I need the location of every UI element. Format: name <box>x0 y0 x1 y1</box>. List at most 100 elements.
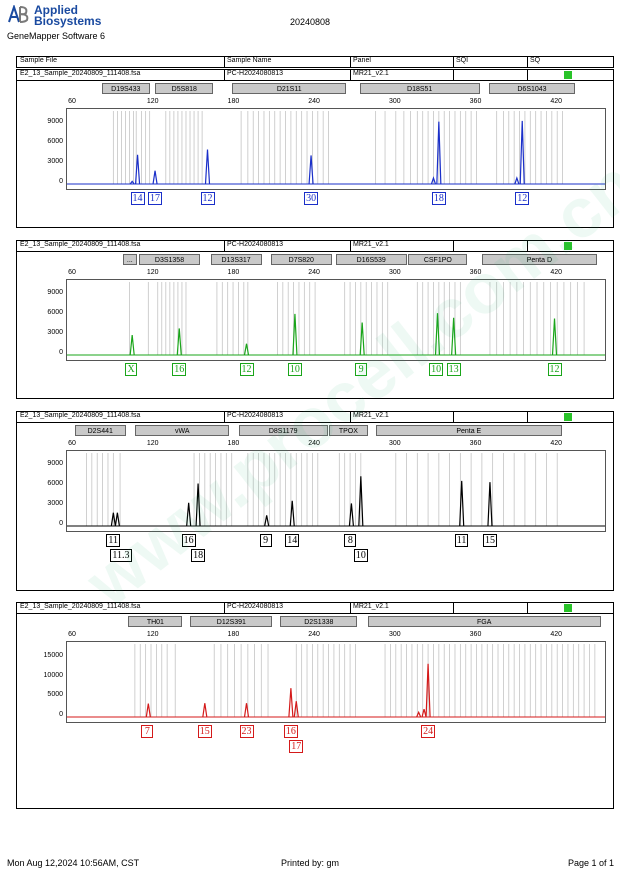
allele-call-label[interactable]: 17 <box>289 740 304 753</box>
sample-name: PC-H2024080813 <box>227 241 284 248</box>
trace-peak[interactable] <box>487 482 493 527</box>
marker-d12s391[interactable]: D12S391 <box>190 616 273 627</box>
allele-call-label[interactable]: 11 <box>106 534 120 547</box>
trace-peak[interactable] <box>134 154 141 185</box>
y-axis-tick: 3000 <box>47 500 63 508</box>
marker-d7s820[interactable]: D7S820 <box>271 254 332 265</box>
size-scale-label: 60 <box>68 269 76 276</box>
trace-peak[interactable] <box>195 483 201 527</box>
trace-peak[interactable] <box>430 176 437 185</box>
marker-d3s1358[interactable]: D3S1358 <box>139 254 200 265</box>
allele-call-label[interactable]: 11 <box>454 534 469 547</box>
trace-peak[interactable] <box>308 155 314 185</box>
marker-pentad[interactable]: Penta D <box>482 254 597 265</box>
trace-peak[interactable] <box>292 313 298 356</box>
allele-call-label[interactable]: 15 <box>197 725 212 738</box>
marker-vwa[interactable]: vWA <box>135 425 230 436</box>
trace-peak[interactable] <box>421 708 427 718</box>
marker-pentae[interactable]: Penta E <box>375 425 562 436</box>
trace-peak[interactable] <box>289 500 295 527</box>
trace-peak[interactable] <box>348 503 355 527</box>
electropherogram-plot[interactable] <box>66 450 606 532</box>
trace-peak[interactable] <box>243 703 250 718</box>
marker-fga[interactable]: FGA <box>367 616 601 627</box>
trace-peak[interactable] <box>145 703 151 718</box>
sample-row: E2_13_Sample_20240809_111408.fsa PC-H2024… <box>17 603 613 614</box>
trace-peak[interactable] <box>425 663 431 718</box>
marker-d8s1179[interactable]: D8S1179 <box>238 425 328 436</box>
allele-call-label[interactable]: 16 <box>283 725 298 738</box>
allele-call-label[interactable]: 7 <box>141 725 154 738</box>
trace-peak[interactable] <box>359 322 365 356</box>
trace-peak[interactable] <box>110 512 116 527</box>
allele-call-label[interactable]: 9 <box>355 363 368 376</box>
marker-d2s1338[interactable]: D2S1338 <box>280 616 358 627</box>
allele-call-label[interactable]: 24 <box>421 725 436 738</box>
electropherogram-plot[interactable] <box>66 641 606 723</box>
sample-panel: E2_13_Sample_20240809_111408.fsa PC-H2024… <box>16 602 614 809</box>
trace-peak[interactable] <box>176 328 182 356</box>
y-axis-tick: 9000 <box>47 289 63 297</box>
marker-d13s317[interactable]: D13S317 <box>210 254 262 265</box>
allele-call-label[interactable]: 16 <box>172 363 187 376</box>
trace-peak[interactable] <box>436 121 442 185</box>
size-scale-label: 360 <box>469 631 482 638</box>
marker-d21s11[interactable]: D21S11 <box>232 83 347 94</box>
marker-th01[interactable]: TH01 <box>128 616 183 627</box>
trace-peak[interactable] <box>264 515 270 527</box>
allele-call-label[interactable]: 18 <box>191 549 206 562</box>
trace-peak[interactable] <box>152 170 158 185</box>
panel-name: MR21_v2.1 <box>353 412 389 419</box>
allele-call-label[interactable]: 16 <box>181 534 196 547</box>
trace-peak[interactable] <box>551 318 558 356</box>
marker-d5s818[interactable]: D5S818 <box>155 83 214 94</box>
electropherogram-plot[interactable] <box>66 279 606 361</box>
marker-d19s433[interactable]: D19S433 <box>101 83 150 94</box>
trace-peak[interactable] <box>288 688 294 718</box>
marker-d16s539[interactable]: D16S539 <box>335 254 407 265</box>
allele-call-label[interactable]: 12 <box>515 192 530 205</box>
trace-peak[interactable] <box>243 343 250 356</box>
allele-call-label[interactable]: 17 <box>148 192 163 205</box>
marker-csf1po[interactable]: CSF1PO <box>408 254 468 265</box>
allele-call-label[interactable]: 23 <box>239 725 254 738</box>
trace-peak[interactable] <box>114 512 120 527</box>
marker-tpox[interactable]: TPOX <box>328 425 368 436</box>
allele-call-label[interactable]: 12 <box>239 363 254 376</box>
allele-call-label[interactable]: 18 <box>431 192 446 205</box>
marker-d18s51[interactable]: D18S51 <box>359 83 480 94</box>
trace-peak[interactable] <box>451 317 457 356</box>
size-scale-label: 60 <box>68 440 76 447</box>
allele-call-label[interactable]: 13 <box>446 363 461 376</box>
trace-peak[interactable] <box>186 502 192 527</box>
y-axis-tick: 3000 <box>47 158 63 166</box>
trace-peak[interactable] <box>514 176 520 185</box>
allele-call-label[interactable]: 10 <box>287 363 302 376</box>
allele-call-label[interactable]: 14 <box>130 192 145 205</box>
allele-call-label[interactable]: 15 <box>482 534 497 547</box>
allele-call-label[interactable]: 8 <box>344 534 357 547</box>
trace-peak[interactable] <box>202 703 208 718</box>
trace-peak[interactable] <box>519 120 525 185</box>
trace-peak[interactable] <box>358 476 364 527</box>
trace-peak[interactable] <box>204 149 211 185</box>
allele-call-label[interactable]: 10 <box>353 549 368 562</box>
trace-peak[interactable] <box>459 480 465 527</box>
trace-peak[interactable] <box>293 701 299 718</box>
electropherogram-plot[interactable] <box>66 108 606 190</box>
trace-peak[interactable] <box>129 180 135 185</box>
allele-call-label[interactable]: 11.3 <box>110 549 132 562</box>
allele-call-label[interactable]: 12 <box>200 192 215 205</box>
allele-call-label[interactable]: X <box>125 363 138 376</box>
allele-call-label[interactable]: 10 <box>429 363 444 376</box>
marker-[interactable]: ... <box>123 254 137 265</box>
trace-peak[interactable] <box>434 313 441 356</box>
allele-call-label[interactable]: 9 <box>259 534 272 547</box>
allele-call-label[interactable]: 14 <box>285 534 300 547</box>
marker-d6s1043[interactable]: D6S1043 <box>488 83 576 94</box>
trace-peak[interactable] <box>416 710 422 718</box>
marker-d2s441[interactable]: D2S441 <box>74 425 126 436</box>
allele-call-label[interactable]: 12 <box>547 363 562 376</box>
allele-call-label[interactable]: 30 <box>304 192 319 205</box>
trace-peak[interactable] <box>129 335 135 356</box>
